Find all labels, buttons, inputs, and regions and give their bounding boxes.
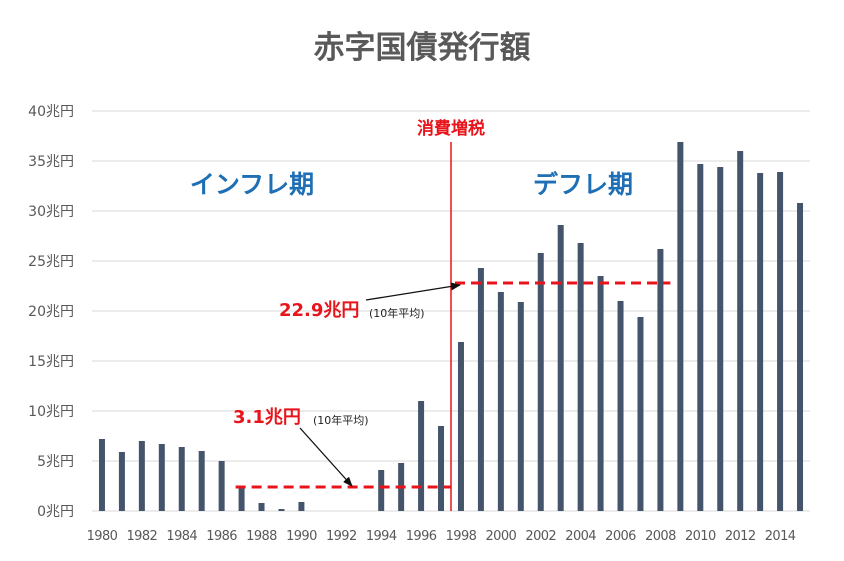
chart-title: 赤字国債発行額	[314, 30, 531, 66]
x-tick-label: 2002	[525, 529, 556, 544]
average2-value-label: 22.9兆円	[279, 300, 359, 321]
x-tick-label: 2008	[645, 529, 676, 544]
bar	[757, 173, 764, 511]
bar	[278, 509, 285, 511]
bar	[418, 401, 425, 511]
bar	[517, 302, 524, 511]
bar	[537, 253, 544, 511]
x-tick-label: 1982	[127, 529, 158, 544]
x-tick-label: 1996	[406, 529, 437, 544]
bar	[158, 444, 165, 511]
bar	[777, 172, 784, 511]
bar	[617, 301, 624, 511]
y-tick-label: 0兆円	[37, 504, 74, 520]
bar	[218, 461, 225, 511]
bar	[597, 276, 604, 511]
y-tick-label: 5兆円	[37, 454, 74, 470]
x-tick-label: 1992	[326, 529, 357, 544]
bar	[797, 203, 804, 511]
y-tick-label: 10兆円	[28, 404, 74, 420]
bar	[98, 439, 105, 511]
bar	[438, 426, 445, 511]
x-tick-label: 1998	[446, 529, 477, 544]
y-tick-label: 15兆円	[28, 354, 74, 370]
bar	[258, 503, 265, 511]
bar	[457, 342, 464, 511]
x-tick-label: 1980	[87, 529, 118, 544]
x-tick-label: 1984	[166, 529, 197, 544]
bar	[697, 164, 704, 511]
x-tick-label: 1990	[286, 529, 317, 544]
x-axis-ticks: 1980 1982 1984 1986 1988 1990 1992 1994 1996 1998…	[87, 529, 797, 544]
bar	[118, 452, 125, 511]
x-tick-label: 1988	[246, 529, 277, 544]
bar	[637, 317, 644, 511]
bar	[497, 292, 504, 511]
x-tick-label: 2000	[486, 529, 517, 544]
bar	[378, 470, 385, 511]
y-tick-label: 25兆円	[28, 254, 74, 270]
bar	[677, 142, 684, 511]
bar	[477, 268, 484, 511]
bar	[737, 151, 744, 511]
tax-hike-label: 消費増税	[417, 118, 485, 139]
bar	[178, 447, 185, 511]
bar	[138, 441, 145, 511]
bar	[198, 451, 205, 511]
average1-note-label: (10年平均)	[313, 413, 369, 427]
y-axis-ticks: 0兆円 5兆円 10兆円 15兆円 20兆円 25兆円 30兆円 35兆円 40兆円	[28, 104, 74, 520]
y-tick-label: 35兆円	[28, 154, 74, 170]
y-tick-label: 30兆円	[28, 204, 74, 220]
average2-arrow	[365, 282, 461, 301]
y-tick-label: 20兆円	[28, 304, 74, 320]
y-tick-label: 40兆円	[28, 104, 74, 120]
deflation-period-label: デフレ期	[533, 170, 633, 199]
inflation-period-label: インフレ期	[190, 170, 314, 199]
average2-note-label: (10年平均)	[369, 306, 425, 320]
average1-arrow	[299, 427, 353, 487]
average1-value-label: 3.1兆円	[233, 407, 301, 428]
bar	[238, 486, 245, 511]
bar	[577, 243, 584, 511]
x-tick-label: 2014	[765, 529, 796, 544]
x-tick-label: 2010	[685, 529, 716, 544]
bar-series	[98, 142, 804, 511]
bar	[657, 249, 664, 511]
x-tick-label: 1986	[206, 529, 237, 544]
bar	[717, 167, 724, 511]
x-tick-label: 2012	[725, 529, 756, 544]
bar	[298, 502, 305, 511]
x-tick-label: 2006	[605, 529, 636, 544]
bar	[557, 225, 564, 511]
x-tick-label: 2004	[565, 529, 596, 544]
x-tick-label: 1994	[366, 529, 397, 544]
